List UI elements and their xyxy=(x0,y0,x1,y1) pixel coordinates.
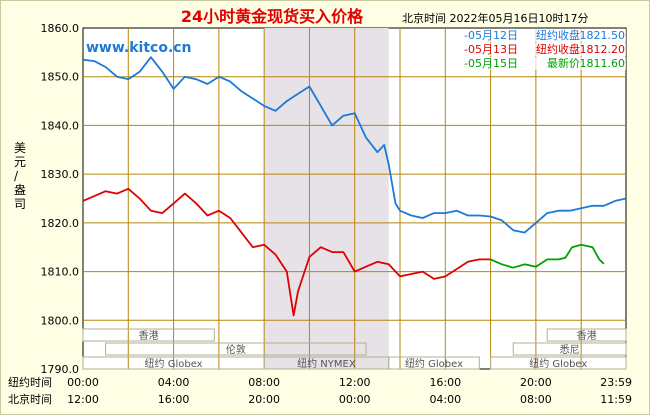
session-label: 纽约 Globex xyxy=(405,357,463,370)
y-tick-label: 1840.0 xyxy=(41,119,80,132)
session-box xyxy=(490,356,627,370)
y-tick-label: 1810.0 xyxy=(41,266,80,279)
session-label: 纽约 Globex xyxy=(529,357,587,370)
legend-value: 1812.20 xyxy=(580,43,626,56)
y-tick-label: 1800.0 xyxy=(41,314,80,327)
legend-date: -05月13日 xyxy=(464,43,518,56)
x-axis-ny-label: 纽约时间 xyxy=(8,375,52,389)
y-tick-label: 1830.0 xyxy=(41,168,80,181)
legend-row-bg xyxy=(462,57,626,70)
x-tick-bj: 16:00 xyxy=(158,393,190,406)
x-tick-ny: 23:59 xyxy=(600,376,632,389)
chart-title: 24小时黄金现货买入价格 xyxy=(181,7,364,26)
x-tick-bj: 12:00 xyxy=(67,393,99,406)
legend-date: -05月15日 xyxy=(464,57,518,70)
session-box xyxy=(388,356,480,370)
x-axis-bj-label: 北京时间 xyxy=(8,392,52,406)
y-tick-label: 1850.0 xyxy=(41,71,80,84)
series-line-1 xyxy=(82,56,627,234)
x-tick-bj: 20:00 xyxy=(248,393,280,406)
x-tick-bj: 11:59 xyxy=(600,393,632,406)
legend: -05月12日 纽约收盘 1821.50-05月13日 纽约收盘 1812.20-05月… xyxy=(462,28,626,70)
session-label: 纽约 NYMEX xyxy=(297,357,356,370)
legend-value: 1821.50 xyxy=(580,29,626,42)
session-box xyxy=(82,328,215,342)
vertical-gridlines xyxy=(127,28,582,369)
session-box xyxy=(105,342,367,356)
session-label: 悉尼 xyxy=(560,344,580,356)
watermark: www.kitco.cn xyxy=(86,40,192,56)
y-tick-label: 1860.0 xyxy=(41,22,80,35)
x-axis-ticks: 00:00 04:00 08:00 12:00 16:00 20:00 23:59 12:00… xyxy=(67,376,632,406)
x-tick-ny: 16:00 xyxy=(429,376,461,389)
legend-date: -05月12日 xyxy=(464,29,518,42)
session-label: 纽约 Globex xyxy=(145,357,203,370)
y-tick-label: 1790.0 xyxy=(41,363,80,376)
y-tick-label: 1820.0 xyxy=(41,217,80,230)
session-box xyxy=(512,342,627,356)
x-tick-ny: 00:00 xyxy=(67,376,99,389)
x-tick-bj: 00:00 xyxy=(339,393,371,406)
legend-label: 纽约收盘 xyxy=(536,42,580,56)
x-tick-bj: 08:00 xyxy=(520,393,552,406)
session-label: 香港 xyxy=(139,330,159,342)
series-line-3 xyxy=(490,243,605,269)
x-tick-ny: 04:00 xyxy=(158,376,190,389)
session-label: 香港 xyxy=(577,330,597,342)
nymex-session-shade xyxy=(264,28,389,369)
x-tick-bj: 04:00 xyxy=(429,393,461,406)
y-axis-label: 美元/盎司 xyxy=(14,141,26,211)
timestamp: 北京时间 2022年05月16日10时17分 xyxy=(402,11,588,25)
session-label: 伦敦 xyxy=(226,343,246,356)
legend-row-bg xyxy=(462,29,626,42)
x-tick-ny: 12:00 xyxy=(339,376,371,389)
session-box xyxy=(546,328,627,342)
x-tick-ny: 08:00 xyxy=(248,376,280,389)
y-axis-ticks: 1860.0 1850.0 1840.0 1830.0 1820.0 1810.0 1800… xyxy=(41,22,80,376)
x-tick-ny: 20:00 xyxy=(520,376,552,389)
price-lines xyxy=(82,56,627,317)
legend-value: 1811.60 xyxy=(580,57,626,70)
legend-label: 最新价 xyxy=(547,56,580,70)
legend-label: 纽约收盘 xyxy=(536,28,580,42)
legend-row-bg xyxy=(462,43,626,56)
series-line-2 xyxy=(82,187,491,317)
